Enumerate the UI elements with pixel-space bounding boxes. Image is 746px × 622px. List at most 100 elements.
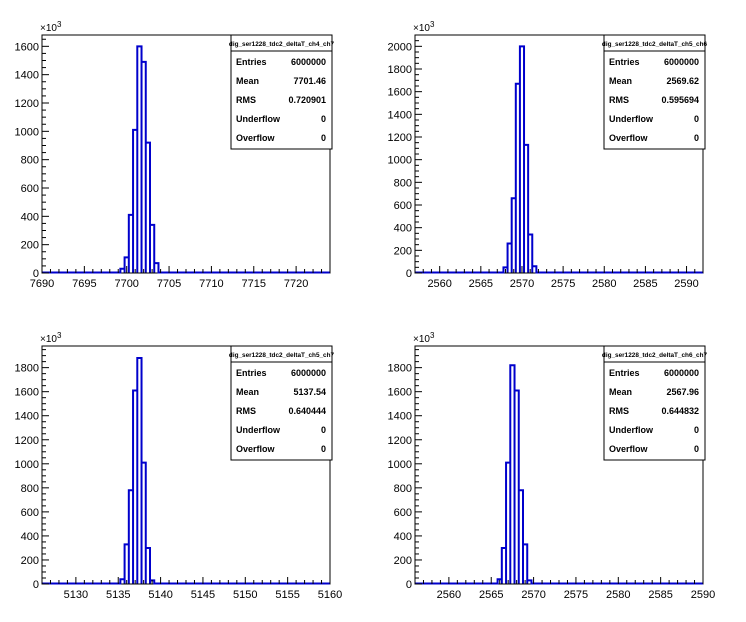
stats-label: Mean — [609, 76, 632, 86]
stats-value: 6000000 — [291, 57, 326, 67]
histogram-line — [42, 357, 330, 585]
stats-label: Overflow — [236, 444, 276, 454]
stats-label: Underflow — [236, 114, 281, 124]
stats-box: dig_ser1228_tdc2_deltaT_ch4_ch7 Entries 60… — [229, 34, 335, 150]
stats-value: 0.720901 — [288, 95, 326, 105]
stats-label: Underflow — [236, 425, 281, 435]
histogram-bin — [510, 365, 514, 584]
histogram-bin — [527, 580, 531, 584]
y-tick-label: 1800 — [15, 363, 39, 375]
stats-box-frame — [230, 345, 333, 461]
stats-label: RMS — [609, 406, 629, 416]
y-tick-label: 1800 — [388, 363, 412, 375]
y-tick-label: 200 — [21, 240, 39, 252]
stats-label: Entries — [609, 57, 640, 67]
y-tick-label: 1600 — [388, 87, 412, 99]
histogram-panel-2: 2560 2565 2570 2575 2580 2585 2590 0 200 400 600 80… — [388, 20, 708, 290]
x-tick-label: 5135 — [106, 589, 130, 601]
y-tick-label: 0 — [406, 579, 412, 591]
histogram-bin — [520, 46, 524, 273]
y-tick-label: 1400 — [388, 109, 412, 121]
stats-value: 0 — [694, 114, 699, 124]
histogram-bin — [502, 548, 506, 584]
x-tick-label: 7695 — [72, 278, 96, 290]
x-tick-label: 5140 — [148, 589, 172, 601]
stats-label: Mean — [236, 387, 259, 397]
histogram-bin — [524, 145, 528, 273]
histogram-bin — [133, 130, 137, 273]
x-tick-label: 2580 — [606, 589, 630, 601]
y-multiplier-label: ×103 — [413, 331, 435, 345]
y-tick-label: 800 — [394, 483, 412, 495]
stats-box: dig_ser1228_tdc2_deltaT_ch5_ch6 Entries 60… — [602, 34, 708, 150]
x-tick-label: 2570 — [521, 589, 545, 601]
y-tick-label: 1000 — [388, 459, 412, 471]
y-tick-label: 600 — [394, 200, 412, 212]
stats-label: RMS — [236, 406, 256, 416]
y-tick-label: 1200 — [388, 132, 412, 144]
histogram-bin — [528, 234, 532, 273]
x-tick-label: 5160 — [318, 589, 342, 601]
stats-value: 0 — [694, 133, 699, 143]
x-tick-label: 7690 — [30, 278, 54, 290]
x-tick-label: 2590 — [691, 589, 715, 601]
stats-value: 2567.96 — [666, 387, 699, 397]
histogram-bin — [120, 269, 124, 273]
x-tick-label: 7720 — [284, 278, 308, 290]
histogram-bin — [150, 225, 154, 273]
y-tick-label: 1800 — [388, 64, 412, 76]
stats-label: Entries — [236, 368, 267, 378]
stats-box-title: dig_ser1228_tdc2_deltaT_ch5_ch7 — [229, 352, 335, 359]
y-multiplier-label: ×103 — [40, 20, 62, 34]
stats-box-title: dig_ser1228_tdc2_deltaT_ch5_ch6 — [602, 41, 708, 48]
histogram-bin — [519, 490, 523, 584]
stats-label: Underflow — [609, 114, 654, 124]
x-tick-label: 2570 — [510, 278, 534, 290]
stats-box-title: dig_ser1228_tdc2_deltaT_ch6_ch7 — [602, 352, 708, 359]
stats-box-frame — [603, 34, 706, 150]
y-tick-label: 1600 — [15, 41, 39, 53]
y-tick-label: 800 — [21, 155, 39, 167]
x-tick-label: 7705 — [157, 278, 181, 290]
y-multiplier-label: ×103 — [40, 331, 62, 345]
y-multiplier-label: ×103 — [413, 20, 435, 34]
histogram-bin — [523, 544, 527, 584]
stats-value: 0 — [694, 425, 699, 435]
histogram-bin — [508, 244, 512, 273]
histogram-bin — [532, 266, 536, 273]
y-tick-label: 1400 — [388, 411, 412, 423]
histogram-bin — [125, 544, 129, 584]
stats-label: Mean — [236, 76, 259, 86]
stats-box-frame — [230, 34, 333, 150]
y-tick-label: 0 — [33, 268, 39, 280]
y-tick-label: 1400 — [15, 70, 39, 82]
histogram-bin — [129, 490, 133, 584]
histogram-line — [42, 45, 330, 274]
x-tick-label: 7715 — [242, 278, 266, 290]
y-tick-label: 400 — [21, 531, 39, 543]
histogram-line — [415, 45, 703, 274]
stats-value: 0 — [321, 114, 326, 124]
stats-label: Overflow — [609, 133, 649, 143]
y-tick-label: 600 — [394, 507, 412, 519]
stats-value: 6000000 — [291, 368, 326, 378]
x-tick-label: 5150 — [233, 589, 257, 601]
x-tick-label: 2585 — [648, 589, 672, 601]
y-tick-label: 1000 — [15, 459, 39, 471]
y-tick-label: 600 — [21, 183, 39, 195]
stats-box-frame — [603, 345, 706, 461]
histogram-bin — [142, 62, 146, 273]
x-tick-label: 2560 — [437, 589, 461, 601]
histogram-bin — [506, 463, 510, 584]
histogram-bin — [142, 463, 146, 584]
histogram-panel-3: 5130 5135 5140 5145 5150 5155 5160 0 200 400 600 80… — [15, 331, 343, 601]
y-tick-label: 1000 — [388, 155, 412, 167]
y-tick-label: 1600 — [15, 387, 39, 399]
y-tick-label: 400 — [21, 211, 39, 223]
stats-label: Overflow — [236, 133, 276, 143]
stats-value: 5137.54 — [293, 387, 326, 397]
stats-value: 0 — [321, 133, 326, 143]
stats-label: Entries — [609, 368, 640, 378]
stats-box: dig_ser1228_tdc2_deltaT_ch5_ch7 Entries 60… — [229, 345, 335, 461]
